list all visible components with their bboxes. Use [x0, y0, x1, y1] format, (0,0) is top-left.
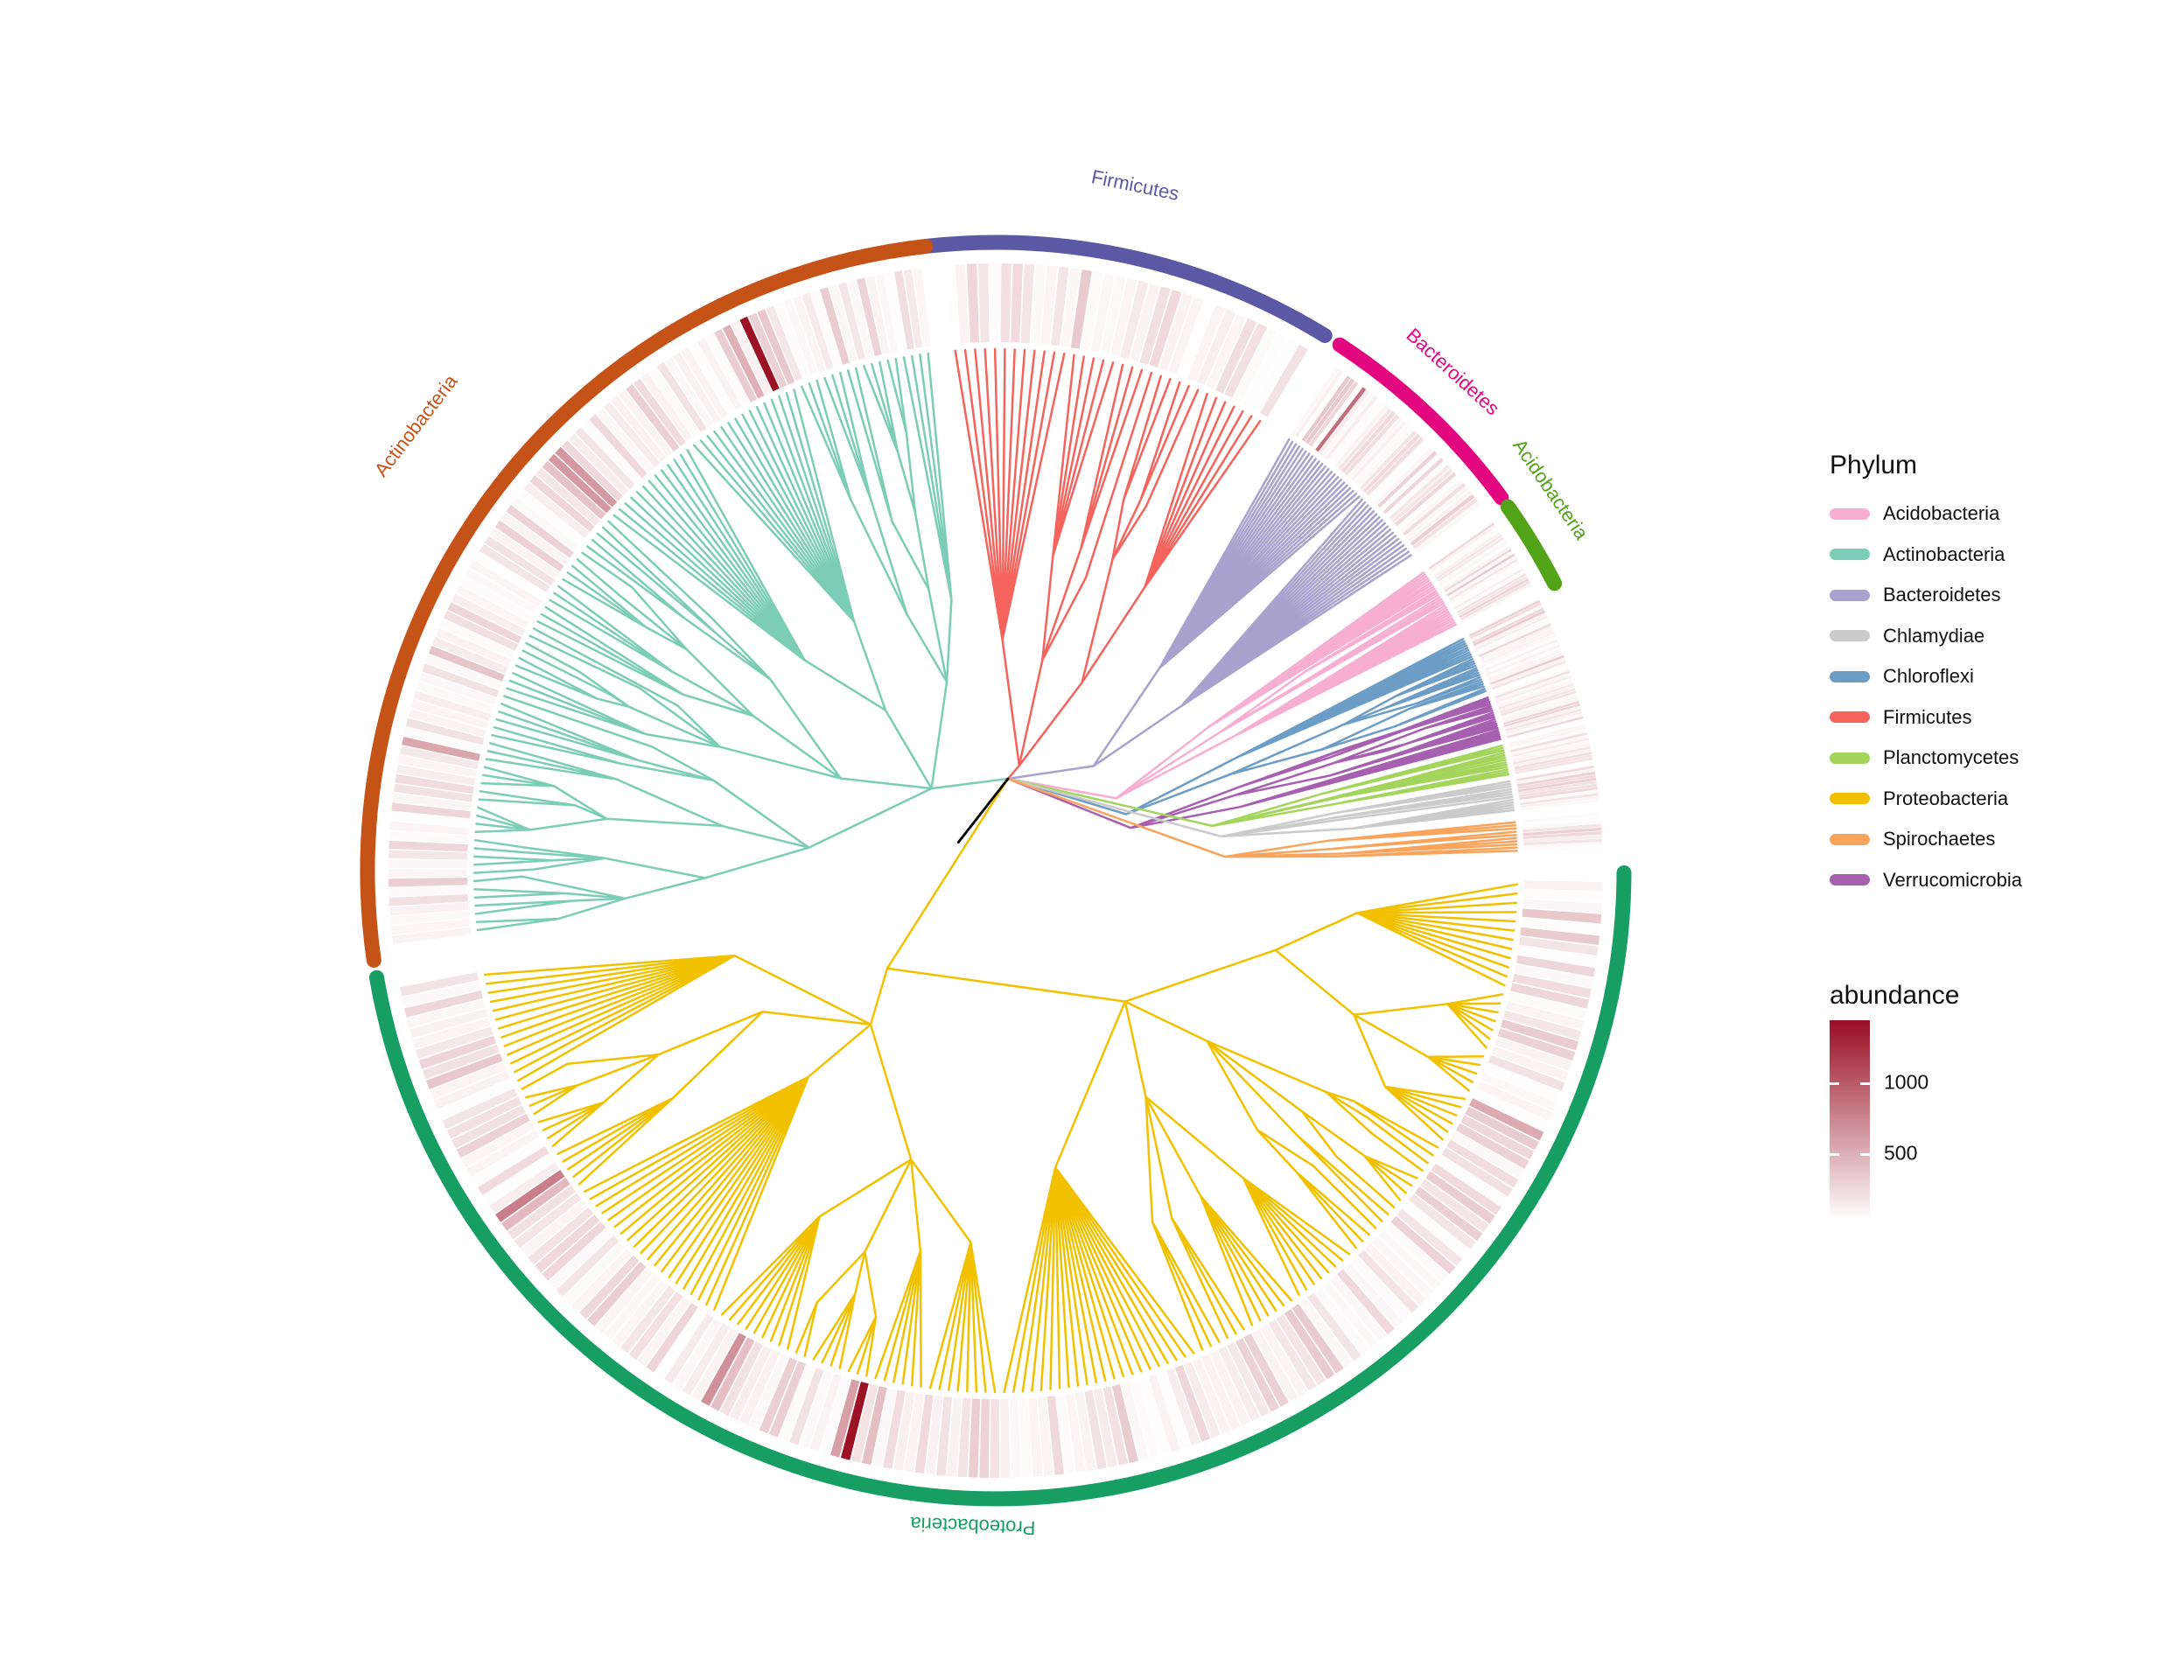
- clade-arc-proteobacteria: [369, 865, 1632, 1507]
- abundance-tick-mark: [1860, 1082, 1870, 1085]
- phylum-legend-label: Chlamydiae: [1883, 624, 1985, 647]
- tree-clade-planctomycetes: [1006, 744, 1510, 828]
- tree-clade-bacteroidetes: [1006, 438, 1412, 780]
- tree-clade-spirochaetes: [1006, 777, 1518, 858]
- phylum-legend-swatch: [1830, 711, 1870, 724]
- abundance-tick-mark: [1830, 1152, 1839, 1156]
- abundance-tick-mark: [1860, 1152, 1870, 1156]
- phylum-legend-entries: Acidobacteria Actinobacteria Bacteroidetes…: [1830, 494, 2022, 900]
- phylum-legend-entry-verrucomicrobia: Verrucomicrobia: [1830, 860, 2022, 901]
- abundance-legend: abundance 1000 500: [1830, 980, 1959, 1220]
- phylum-legend-label: Actinobacteria: [1883, 542, 2006, 565]
- phylum-legend-swatch: [1830, 670, 1870, 682]
- phylum-legend-entry-chlamydiae: Chlamydiae: [1830, 616, 2022, 657]
- abundance-ring: [388, 262, 1603, 1479]
- phylum-legend-swatch: [1830, 549, 1870, 561]
- phylum-legend-swatch: [1830, 589, 1870, 601]
- tree-clade-verrucomicrobia: [1006, 696, 1502, 830]
- abundance-tick-mark: [1830, 1082, 1839, 1085]
- clade-arc-bacteroidetes: [1332, 337, 1509, 506]
- phylum-legend-swatch: [1830, 630, 1870, 642]
- phylum-legend-swatch: [1830, 508, 1870, 520]
- abundance-gradient-bar: [1830, 1020, 1870, 1220]
- tree-clade-chlamydiae: [1006, 777, 1516, 838]
- phylum-legend-entry-proteobacteria: Proteobacteria: [1830, 779, 2022, 820]
- clade-label-firmicutes: Firmicutes: [1089, 165, 1180, 205]
- phylum-legend-label: Planctomycetes: [1883, 746, 2020, 769]
- phylum-legend-label: Chloroflexi: [1883, 665, 1974, 688]
- phylum-legend-swatch: [1830, 793, 1870, 805]
- phylum-legend-entry-bacteroidetes: Bacteroidetes: [1830, 575, 2022, 616]
- phylum-legend-label: Firmicutes: [1883, 705, 1972, 728]
- clade-arc-acidobacteria: [1500, 499, 1563, 592]
- clade-arc-actinobacteria: [360, 239, 934, 968]
- root-branch: [957, 777, 1010, 844]
- abundance-legend-title: abundance: [1830, 981, 1960, 1010]
- clade-label-actinobacteria: Actinobacteria: [370, 370, 462, 480]
- phylum-legend-entry-chloroflexi: Chloroflexi: [1830, 656, 2022, 697]
- phylum-legend-entry-firmicutes: Firmicutes: [1830, 697, 2022, 738]
- phylum-legend-swatch: [1830, 752, 1870, 764]
- phylum-legend-entry-acidobacteria: Acidobacteria: [1830, 494, 2022, 535]
- tree-clade-chloroflexi: [1006, 638, 1487, 816]
- phylum-legend-label: Spirochaetes: [1883, 828, 1996, 850]
- phylum-legend-label: Proteobacteria: [1883, 787, 2009, 809]
- phylum-legend-entry-planctomycetes: Planctomycetes: [1830, 738, 2022, 779]
- abundance-tick-label: 1000: [1884, 1070, 1929, 1094]
- phylum-clade-arcs: [360, 234, 1632, 1507]
- clade-label-proteobacteria: Proteobacteria: [909, 1513, 1036, 1539]
- tree-clade-acidobacteria: [1006, 571, 1457, 800]
- phylum-legend-label: Bacteroidetes: [1883, 584, 2001, 606]
- phylum-legend-label: Verrucomicrobia: [1883, 868, 2022, 891]
- tree-clade-proteobacteria: [483, 777, 1519, 1394]
- abundance-gradient: 1000 500: [1830, 1020, 1928, 1220]
- tree-clade-firmicutes: [954, 347, 1262, 780]
- phylum-legend-swatch: [1830, 833, 1870, 845]
- phylum-legend-swatch: [1830, 874, 1870, 886]
- tree-clade-actinobacteria: [472, 352, 1010, 932]
- clade-arc-firmicutes: [920, 234, 1333, 343]
- phylum-legend-label: Acidobacteria: [1883, 502, 2000, 525]
- phylum-legend-entry-actinobacteria: Actinobacteria: [1830, 535, 2022, 576]
- phylum-legend-title: Phylum: [1830, 451, 1918, 480]
- abundance-tick-label: 500: [1884, 1141, 1918, 1165]
- tree-branches: [472, 347, 1519, 1394]
- phylum-legend: Phylum Acidobacteria Actinobacteria Bacter…: [1830, 450, 2022, 900]
- phylum-legend-entry-spirochaetes: Spirochaetes: [1830, 819, 2022, 860]
